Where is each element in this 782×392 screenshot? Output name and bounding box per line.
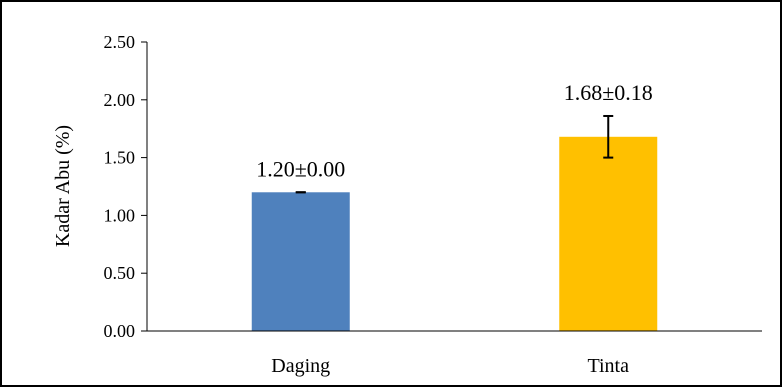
bar-daging [251,192,350,331]
y-tick-label: 1.00 [104,205,136,225]
data-label-tinta: 1.68±0.18 [564,80,653,105]
y-tick-label: 0.50 [104,263,136,283]
y-tick-label: 1.50 [104,148,136,168]
y-tick-label: 0.00 [104,321,136,341]
x-axis-categories: Daging Tinta [271,355,629,377]
y-axis-label: Kadar Abu (%) [52,125,74,247]
data-labels: 1.20±0.00 1.68±0.18 [256,80,653,181]
y-tick-label: 2.00 [104,90,136,110]
y-tick-label: 2.50 [104,32,136,52]
category-label-daging: Daging [271,355,330,377]
category-label-tinta: Tinta [587,355,629,377]
y-axis-ticks: 0.00 0.50 1.00 1.50 2.00 2.50 [104,32,147,341]
data-label-daging: 1.20±0.00 [256,156,345,181]
error-bar-tinta [603,114,614,159]
bars [251,114,658,331]
bar-tinta [559,136,658,331]
